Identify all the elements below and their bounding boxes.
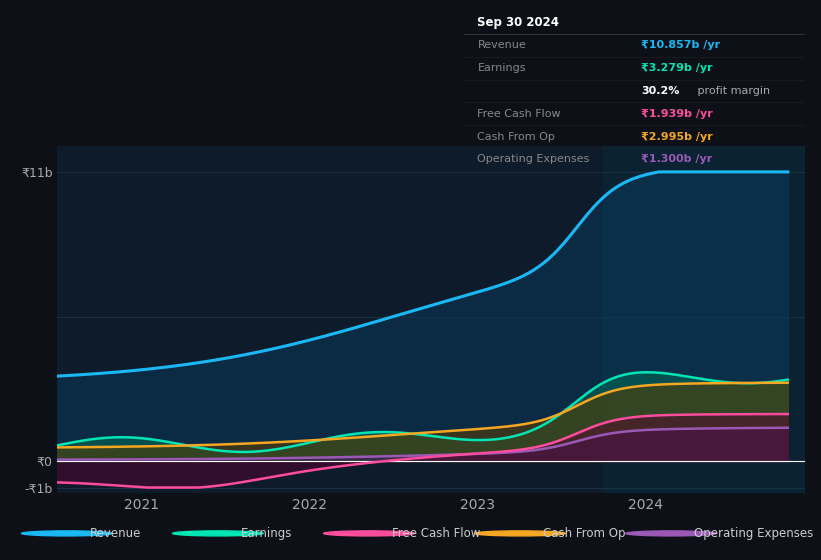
Bar [603,146,821,493]
Text: Cash From Op: Cash From Op [478,132,555,142]
Text: ₹3.279b /yr: ₹3.279b /yr [641,63,713,73]
Text: ₹10.857b /yr: ₹10.857b /yr [641,40,720,50]
Text: Operating Expenses: Operating Expenses [694,527,813,540]
Text: Sep 30 2024: Sep 30 2024 [478,16,559,29]
Text: Revenue: Revenue [478,40,526,50]
Circle shape [626,531,717,536]
Text: Earnings: Earnings [241,527,292,540]
Text: Earnings: Earnings [478,63,526,73]
Circle shape [323,531,415,536]
Circle shape [475,531,566,536]
Circle shape [21,531,112,536]
Text: Cash From Op: Cash From Op [543,527,625,540]
Text: Free Cash Flow: Free Cash Flow [478,109,561,119]
Text: 30.2%: 30.2% [641,86,680,96]
Text: profit margin: profit margin [694,86,770,96]
Text: Revenue: Revenue [89,527,141,540]
Text: Operating Expenses: Operating Expenses [478,155,589,165]
Text: ₹1.300b /yr: ₹1.300b /yr [641,155,713,165]
Text: Free Cash Flow: Free Cash Flow [392,527,480,540]
Circle shape [172,531,264,536]
Text: ₹1.939b /yr: ₹1.939b /yr [641,109,713,119]
Text: ₹2.995b /yr: ₹2.995b /yr [641,132,713,142]
